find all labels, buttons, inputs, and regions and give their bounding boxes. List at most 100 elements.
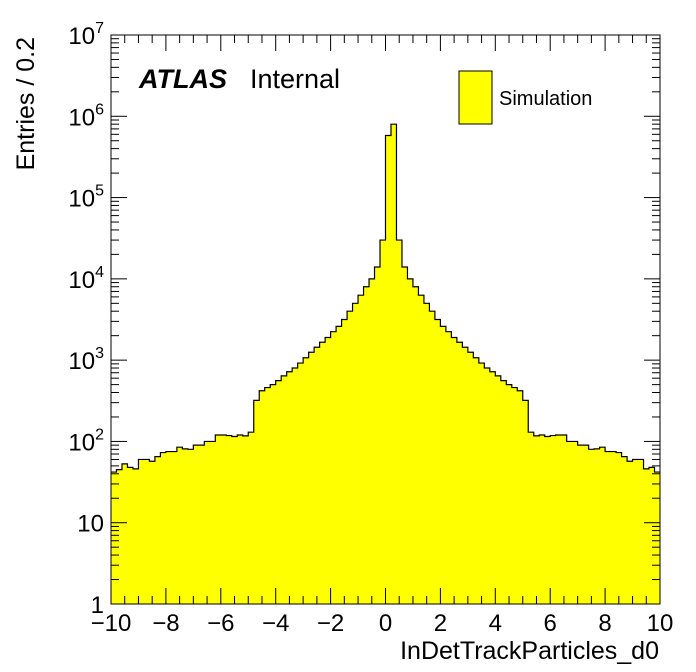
histogram-bin <box>517 390 524 604</box>
x-tick-label: 4 <box>489 610 502 637</box>
histogram-bin <box>566 441 573 604</box>
histogram-bin <box>116 469 123 604</box>
x-tick-label: −2 <box>317 610 344 637</box>
histogram-bin <box>440 326 447 604</box>
x-tick-label: −10 <box>91 610 132 637</box>
histogram-bin <box>638 459 644 604</box>
y-tick-label: 1 <box>91 592 104 619</box>
histogram-bin <box>341 319 348 604</box>
x-tick-label: −8 <box>152 610 179 637</box>
histogram-bin <box>374 266 381 604</box>
histogram-bin <box>649 467 655 604</box>
histogram-bin <box>451 337 458 604</box>
histogram-bin <box>182 448 189 604</box>
x-tick-label: 6 <box>544 610 557 637</box>
histogram-bin <box>572 441 579 604</box>
histogram-bin <box>160 452 167 604</box>
histogram-bin <box>434 319 441 604</box>
y-tick-label: 103 <box>68 345 104 375</box>
x-tick-label: −4 <box>262 610 289 637</box>
y-axis-label: Entries / 0.2 <box>12 37 40 170</box>
histogram-bin <box>533 435 540 604</box>
histogram-bin <box>358 295 364 604</box>
histogram-bin <box>220 434 227 604</box>
x-axis-ticks: −10 −8 −6 −4 −2 0 2 4 6 8 10 <box>91 35 674 637</box>
y-tick-label: 104 <box>68 264 104 294</box>
histogram-bin <box>314 347 321 604</box>
histogram-bin <box>325 337 331 604</box>
histogram-bin <box>176 447 183 604</box>
histogram-bin <box>423 303 430 604</box>
histogram-bin <box>561 434 568 604</box>
histogram-bin <box>132 468 139 604</box>
histogram-bin <box>286 371 293 604</box>
histogram-bin <box>407 278 414 604</box>
histogram-bin <box>154 456 161 604</box>
histogram-bin <box>643 468 650 604</box>
histogram-bin <box>198 445 205 604</box>
histogram-bin <box>275 380 282 604</box>
histogram-bin <box>297 363 304 604</box>
histogram-bin <box>495 375 502 604</box>
histogram-bin <box>264 387 271 604</box>
histogram-bin <box>292 368 299 604</box>
histogram-bin <box>390 124 397 604</box>
legend-label-simulation: Simulation <box>499 88 592 110</box>
histogram-bin <box>610 451 617 604</box>
histogram-bin <box>380 240 386 604</box>
histogram-bin <box>253 400 260 604</box>
histogram-bin <box>193 445 200 604</box>
histogram-bin <box>500 380 507 604</box>
histogram-bin <box>259 390 266 604</box>
x-axis-label: InDetTrackParticles_d0 <box>400 637 659 665</box>
histogram-bin <box>506 384 513 604</box>
histogram-bin <box>363 286 370 604</box>
y-axis-ticks: 1 10 102 103 104 105 106 107 <box>68 20 660 619</box>
histogram-bin <box>473 357 480 604</box>
x-tick-label: 8 <box>598 610 611 637</box>
histogram-bin <box>654 472 661 604</box>
histogram-bin <box>209 441 216 604</box>
histogram-bin <box>588 449 595 604</box>
histogram-bin <box>478 363 485 604</box>
histogram-bin <box>336 326 342 604</box>
histogram-bin <box>544 436 551 604</box>
histogram-bin <box>418 295 425 604</box>
status-label: Internal <box>250 64 340 94</box>
histogram-bars <box>111 124 661 605</box>
histogram-bin <box>528 432 535 604</box>
histogram-bin <box>539 434 546 604</box>
atlas-label: ATLAS <box>138 64 227 94</box>
histogram-bin <box>226 435 233 604</box>
y-tick-label: 107 <box>68 20 104 50</box>
histogram-bin <box>577 445 584 604</box>
histogram-bin <box>352 303 359 604</box>
histogram-bin <box>111 472 117 604</box>
histogram-bin <box>121 463 128 604</box>
histogram-bin <box>138 459 145 604</box>
histogram-bin <box>616 452 622 604</box>
histogram-bin <box>484 368 491 604</box>
histogram-bin <box>204 441 211 604</box>
histogram-bin <box>632 459 639 604</box>
y-tick-label: 102 <box>68 426 104 456</box>
histogram-bin <box>555 434 562 604</box>
x-tick-label: 2 <box>434 610 447 637</box>
histogram-bin <box>369 278 375 604</box>
x-tick-label: −6 <box>207 610 234 637</box>
histogram-bin <box>231 436 238 604</box>
histogram-bin <box>627 461 633 604</box>
histogram-bin <box>550 435 557 604</box>
histogram-bin <box>467 352 474 604</box>
histogram-bin <box>594 448 601 604</box>
histogram-bin <box>511 387 518 604</box>
histogram-bin <box>319 342 326 604</box>
x-tick-label: 0 <box>379 610 392 637</box>
y-tick-label: 106 <box>68 101 104 131</box>
histogram-bin <box>330 331 337 604</box>
histogram-bin <box>143 459 150 604</box>
x-tick-label: 10 <box>647 610 674 637</box>
histogram-bin <box>308 352 315 604</box>
histogram-bin <box>522 400 529 604</box>
